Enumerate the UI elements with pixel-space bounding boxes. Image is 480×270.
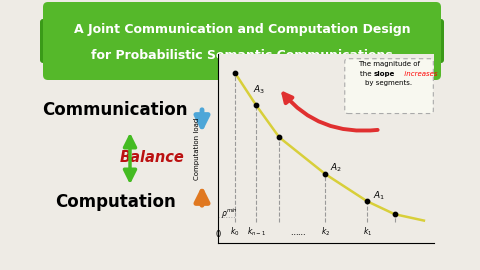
Text: increases: increases	[402, 71, 437, 77]
Text: 0: 0	[216, 230, 221, 239]
Text: The magnitude of: The magnitude of	[358, 61, 420, 67]
Text: Computation load: Computation load	[194, 117, 200, 180]
FancyBboxPatch shape	[345, 59, 433, 114]
Text: slope: slope	[374, 71, 396, 77]
Text: the: the	[360, 71, 374, 77]
Point	[322, 172, 329, 176]
Text: by segments.: by segments.	[365, 80, 413, 86]
Point	[391, 212, 398, 216]
Text: $k_0$: $k_0$	[230, 226, 240, 238]
Text: A Joint Communication and Computation Design: A Joint Communication and Computation De…	[74, 23, 410, 36]
FancyBboxPatch shape	[429, 19, 444, 63]
Text: $\rho^{min}$: $\rho^{min}$	[221, 207, 238, 221]
Point	[276, 135, 283, 139]
Text: Computation: Computation	[55, 193, 175, 211]
FancyArrowPatch shape	[283, 93, 378, 131]
Text: $A_2$: $A_2$	[330, 161, 342, 174]
Text: $k_1$: $k_1$	[363, 226, 372, 238]
Text: $A_1$: $A_1$	[372, 190, 384, 202]
Text: $\cdots\cdots$: $\cdots\cdots$	[290, 228, 306, 237]
Text: for Probabilistic Semantic Communications: for Probabilistic Semantic Communication…	[91, 49, 393, 62]
Point	[231, 71, 239, 75]
Text: $A_3$: $A_3$	[253, 83, 265, 96]
Text: Communication: Communication	[42, 101, 188, 119]
Text: Balance: Balance	[120, 150, 184, 164]
Point	[252, 103, 260, 107]
FancyBboxPatch shape	[43, 2, 441, 80]
Point	[363, 199, 371, 204]
Text: $k_2$: $k_2$	[321, 226, 330, 238]
FancyBboxPatch shape	[40, 19, 55, 63]
Text: $k_{n-1}$: $k_{n-1}$	[247, 226, 266, 238]
